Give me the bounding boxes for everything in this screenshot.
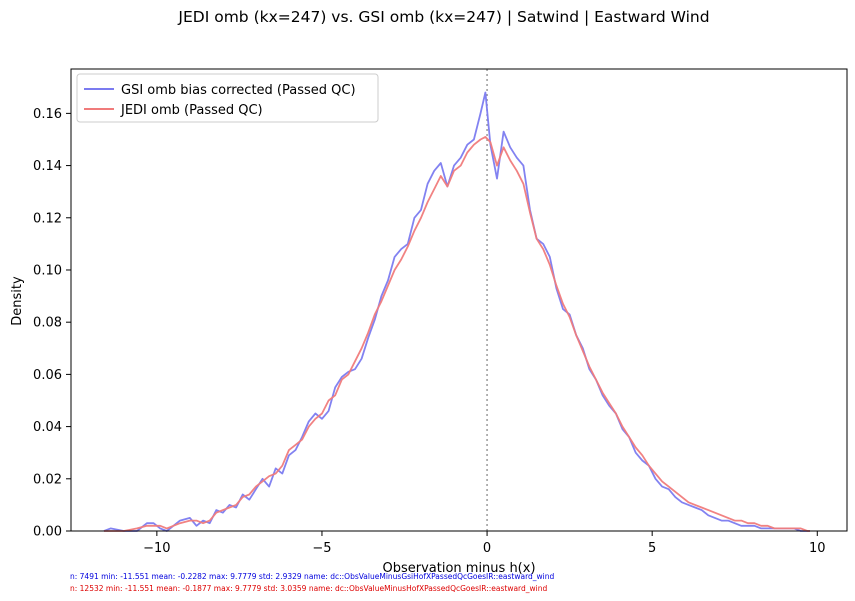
plot-frame bbox=[70, 68, 848, 532]
x-tick-label: 10 bbox=[809, 541, 826, 556]
legend: GSI omb bias corrected (Passed QC) JEDI … bbox=[76, 73, 379, 123]
y-axis-label: Density bbox=[10, 276, 25, 326]
series-line-jedi bbox=[104, 135, 810, 532]
x-axis-label: Observation minus h(x) bbox=[382, 561, 535, 576]
series-lines bbox=[103, 91, 810, 532]
chart-title: JEDI omb (kx=247) vs. GSI omb (kx=247) |… bbox=[177, 8, 709, 26]
stats-line-gsi: n: 7491 min: -11.551 mean: -0.2282 max: … bbox=[70, 572, 555, 581]
x-tick-label: 5 bbox=[648, 541, 656, 556]
legend-label-jedi: JEDI omb (Passed QC) bbox=[120, 103, 263, 118]
y-tick-label: 0.02 bbox=[33, 472, 62, 487]
y-tick-label: 0.12 bbox=[33, 211, 62, 226]
y-tick-label: 0.04 bbox=[33, 420, 62, 435]
legend-label-gsi: GSI omb bias corrected (Passed QC) bbox=[121, 83, 356, 98]
y-tick-label: 0.06 bbox=[33, 368, 62, 383]
y-tick-label: 0.16 bbox=[33, 107, 62, 122]
axes: −10 −5 0 5 10 0.00 0.02 0.04 0.06 0.08 0.10 0.12 0.1… bbox=[33, 107, 826, 556]
y-tick-label: 0.00 bbox=[33, 525, 62, 540]
x-tick-label: 0 bbox=[483, 541, 491, 556]
legend-box bbox=[76, 73, 379, 123]
x-tick-label: −5 bbox=[312, 541, 331, 556]
series-line-gsi bbox=[103, 91, 810, 532]
y-tick-label: 0.10 bbox=[33, 263, 62, 278]
y-tick-label: 0.14 bbox=[33, 159, 62, 174]
y-tick-label: 0.08 bbox=[33, 316, 62, 331]
x-tick-label: −10 bbox=[143, 541, 170, 556]
stats-line-jedi: n: 12532 min: -11.551 mean: -0.1877 max:… bbox=[70, 584, 547, 593]
